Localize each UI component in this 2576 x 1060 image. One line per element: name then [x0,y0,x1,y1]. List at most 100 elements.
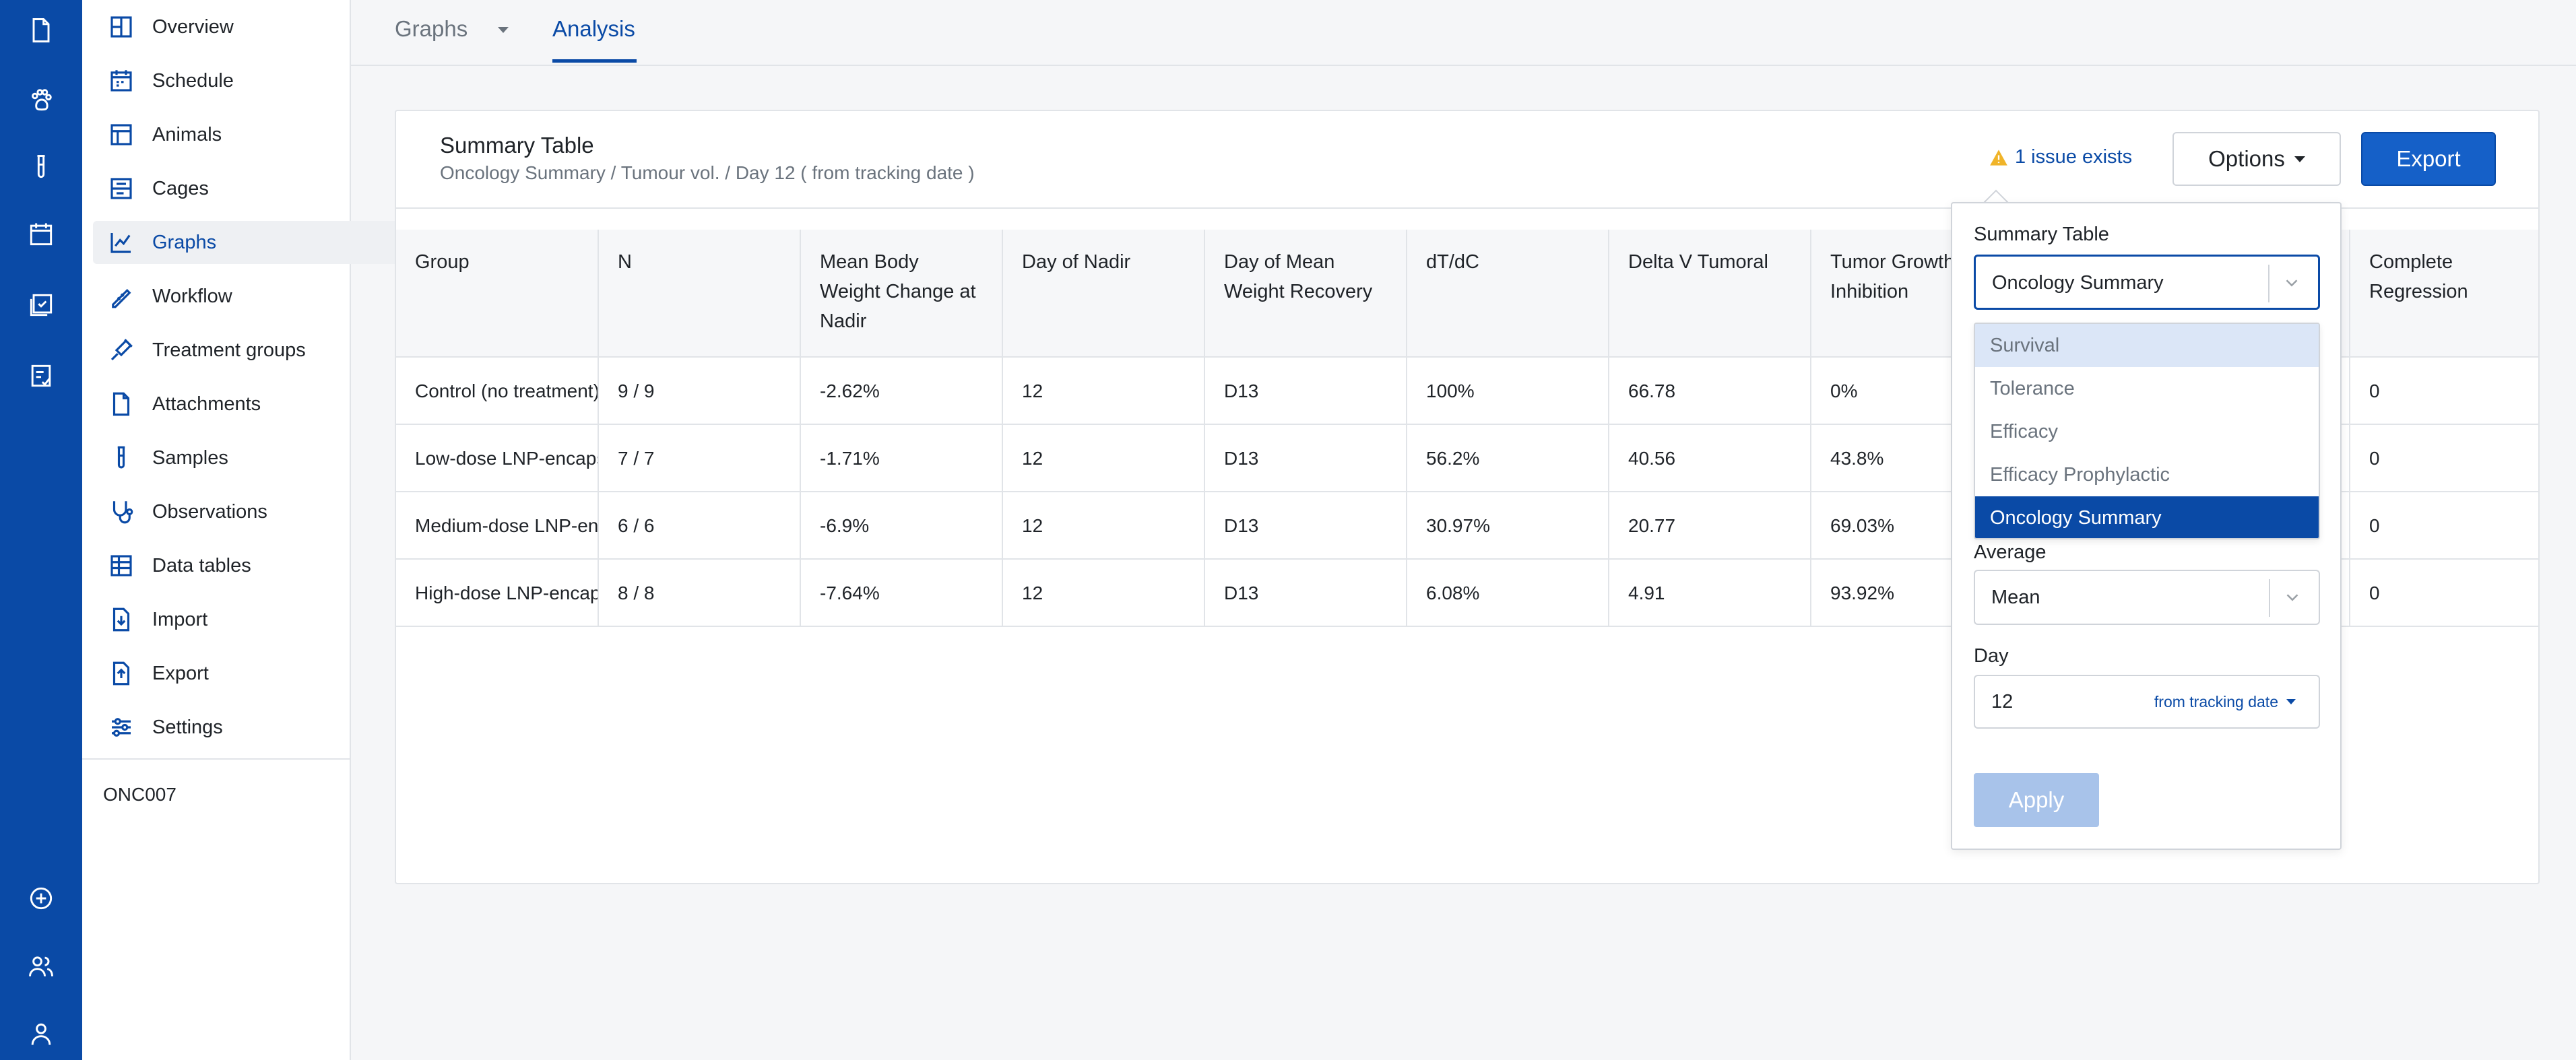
table-cell: 6.08% [1407,560,1609,627]
checklist-icon[interactable] [24,359,58,393]
sidebar-item-attachments[interactable]: Attachments [93,383,422,426]
cages-icon [106,174,136,203]
table-cell: 0 [2350,492,2538,560]
document-icon[interactable] [24,13,58,47]
column-header[interactable]: Mean Body Weight Change at Nadir [801,230,1003,358]
column-header[interactable]: Complete Regression [2350,230,2538,358]
users-icon[interactable] [24,950,58,983]
table-cell: -7.64% [801,560,1003,627]
table-cell: 69.03% [1811,492,2014,560]
apply-button[interactable]: Apply [1974,773,2099,827]
graphs-icon [106,228,136,257]
sidebar-item-schedule[interactable]: Schedule [93,59,422,102]
sidebar-item-graphs[interactable]: Graphs [93,221,422,264]
sidebar-item-cages[interactable]: Cages [93,167,422,210]
column-header[interactable] [2014,230,2350,358]
day-value: 12 [1991,691,2014,713]
table-cell: 9 / 9 [599,358,801,425]
table-cell: 66.78 [1609,358,1811,425]
calendar-check-icon[interactable] [24,288,58,322]
export-icon [106,659,136,688]
table-cell: D13 [1205,560,1407,627]
sidebar-item-label: Cages [152,177,209,199]
chevron-down-icon[interactable] [2282,587,2303,607]
tab-graphs[interactable]: Graphs [395,16,468,41]
menu-item-survival[interactable]: Survival [1975,324,2319,367]
chevron-down-icon[interactable] [2282,273,2302,293]
table-cell: 56.2% [1407,425,1609,492]
table-cell: -6.9% [801,492,1003,560]
column-header[interactable]: Day of Mean Weight Recovery [1205,230,1407,358]
table-cell: Low-dose LNP-encapsulated [396,425,599,492]
summary-table-select[interactable]: Oncology Summary [1974,255,2320,310]
menu-item-tolerance[interactable]: Tolerance [1990,378,2075,399]
sidebar-item-treatment-groups[interactable]: Treatment groups [93,329,422,372]
day-input[interactable]: 12 from tracking date [1974,675,2320,729]
table-cell: 43.8% [1811,425,2014,492]
sidebar-item-import[interactable]: Import [93,598,422,641]
sidebar-item-label: Schedule [152,69,234,92]
sidebar-item-label: Import [152,608,208,630]
sidebar-item-label: Export [152,662,209,684]
sidebar-item-label: Overview [152,15,234,38]
table-cell: D13 [1205,492,1407,560]
user-icon[interactable] [24,1017,58,1051]
sidebar-item-observations[interactable]: Observations [93,490,422,533]
export-button[interactable]: Export [2361,132,2496,186]
table-cell: High-dose LNP-encapsulated [396,560,599,627]
project-code[interactable]: ONC007 [103,784,176,805]
table-cell: 0 [2350,425,2538,492]
table-cell: 8 / 8 [599,560,801,627]
sidebar-item-settings[interactable]: Settings [93,706,422,749]
column-header[interactable]: Delta V Tumoral [1609,230,1811,358]
average-select[interactable]: Mean [1974,570,2320,625]
sidebar-item-workflow[interactable]: Workflow [93,275,422,318]
sidebar-item-animals[interactable]: Animals [93,113,422,156]
menu-item-efficacy[interactable]: Efficacy [1990,421,2059,442]
column-header[interactable]: dT/dC [1407,230,1609,358]
calendar-icon[interactable] [24,218,58,251]
issue-link[interactable]: 1 issue exists [1989,146,2132,168]
table-cell: D13 [1205,425,1407,492]
sidebar-item-samples[interactable]: Samples [93,436,422,479]
menu-item-oncology-summary[interactable]: Oncology Summary [1975,496,2319,538]
menu-item-efficacy-prophylactic[interactable]: Efficacy Prophylactic [1990,464,2170,486]
day-mode-select[interactable]: from tracking date [2154,693,2278,710]
table-cell: 6 / 6 [599,492,801,560]
active-tab-indicator [552,59,637,63]
table-cell: Medium-dose LNP-encapsulated [396,492,599,560]
table-cell: 12 [1003,358,1205,425]
sidebar-item-label: Graphs [152,231,217,253]
table-cell: 0 [2350,560,2538,627]
paw-icon[interactable] [24,83,58,117]
sidebar-item-label: Animals [152,123,222,145]
table-cell: 7 / 7 [599,425,801,492]
attachments-icon [106,389,136,419]
table-cell [2014,560,2350,627]
average-label: Average [1974,541,2047,563]
add-circle-icon[interactable] [24,882,58,915]
options-button[interactable]: Options [2172,132,2341,186]
settings-icon [106,713,136,742]
sidebar-item-label: Attachments [152,393,261,415]
column-header[interactable]: Group [396,230,599,358]
animals-icon [106,120,136,150]
sidebar-item-data-tables[interactable]: Data tables [93,544,422,587]
chevron-down-icon[interactable] [498,27,509,33]
column-header[interactable]: Day of Nadir [1003,230,1205,358]
tab-analysis[interactable]: Analysis [552,16,635,41]
sidebar-item-label: Data tables [152,554,251,576]
sidebar-item-label: Samples [152,446,228,469]
sidebar-item-overview[interactable]: Overview [93,5,422,48]
table-cell: 40.56 [1609,425,1811,492]
icon-rail [0,0,82,1060]
caret-down-icon[interactable] [2286,699,2296,704]
column-header[interactable]: N [599,230,801,358]
table-cell [2014,492,2350,560]
day-label: Day [1974,645,2009,667]
test-tube-icon[interactable] [24,150,58,184]
sidebar-item-export[interactable]: Export [93,652,422,695]
table-cell: 20.77 [1609,492,1811,560]
table-cell [2014,425,2350,492]
card-subtitle: Oncology Summary / Tumour vol. / Day 12 … [440,162,975,183]
